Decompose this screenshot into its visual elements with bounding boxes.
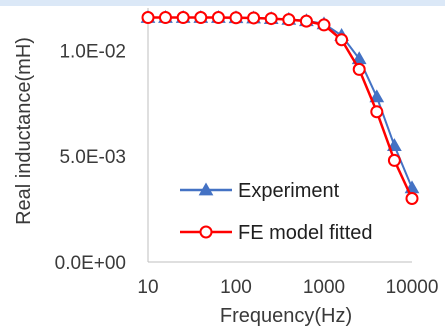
data-point xyxy=(405,192,419,205)
series-line xyxy=(148,16,414,200)
x-tick-label: 10000 xyxy=(386,277,439,298)
series-layer xyxy=(140,10,420,205)
legend: Experiment FE model fitted xyxy=(180,180,373,244)
data-point xyxy=(352,62,366,76)
y-tick-label: 1.0E-02 xyxy=(59,41,126,62)
legend-circle-marker xyxy=(199,225,213,239)
x-tick-label: 100 xyxy=(220,277,252,298)
data-point xyxy=(158,11,172,25)
data-point xyxy=(370,105,384,119)
y-axis-label: Real inductance(mH) xyxy=(13,37,35,225)
x-tick-label: 1000 xyxy=(303,277,345,298)
data-point xyxy=(194,11,208,25)
series-experiment xyxy=(140,10,420,194)
data-point xyxy=(299,14,313,28)
data-point xyxy=(387,153,401,167)
y-tick-label: 5.0E-03 xyxy=(59,147,126,168)
top-band xyxy=(0,0,445,6)
x-tick-label: 10 xyxy=(137,277,158,298)
data-point xyxy=(141,11,155,25)
series-fe-model-fitted xyxy=(141,11,419,205)
data-point xyxy=(211,11,225,25)
data-point xyxy=(335,33,349,47)
data-point xyxy=(264,12,278,26)
data-point xyxy=(176,11,190,25)
x-tick-labels: 10 100 1000 10000 xyxy=(137,277,438,298)
legend-label: FE model fitted xyxy=(238,222,373,244)
data-point xyxy=(369,89,385,103)
data-point xyxy=(282,13,296,27)
legend-label: Experiment xyxy=(238,180,340,202)
data-point xyxy=(387,138,402,151)
data-point xyxy=(317,18,331,32)
data-point xyxy=(247,11,261,25)
y-tick-labels: 0.0E+00 5.0E-03 1.0E-02 xyxy=(55,41,126,274)
data-point xyxy=(229,11,243,25)
x-axis-label: Frequency(Hz) xyxy=(220,305,352,327)
legend-triangle-marker xyxy=(198,182,214,196)
y-tick-label: 0.0E+00 xyxy=(55,253,126,274)
axes xyxy=(147,8,412,263)
